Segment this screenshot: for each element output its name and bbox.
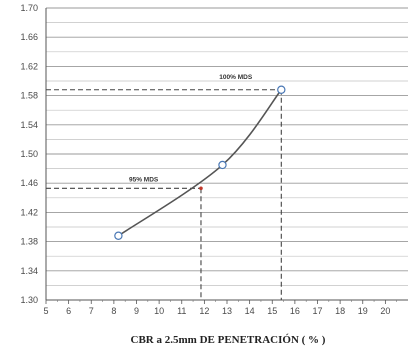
y-tick-label: 1.50 xyxy=(20,149,38,159)
annotation-100-mds: 100% MDS xyxy=(219,74,253,81)
x-tick-label: 6 xyxy=(66,306,71,316)
series-curve xyxy=(117,89,282,237)
y-tick-label: 1.38 xyxy=(20,237,38,247)
x-tick-label: 5 xyxy=(43,306,48,316)
y-tick-label: 1.66 xyxy=(20,32,38,42)
x-tick-label: 10 xyxy=(154,306,164,316)
y-tick-label: 1.42 xyxy=(20,207,38,217)
x-tick-label: 17 xyxy=(312,306,322,316)
reference-lines xyxy=(46,89,282,300)
gridlines xyxy=(46,7,408,301)
data-point xyxy=(218,160,227,170)
x-tick-label: 9 xyxy=(134,306,139,316)
y-tick-label: 1.34 xyxy=(20,266,38,276)
x-tick-labels: 5 6 7 8 9 10 11 12 13 14 15 16 17 18 19 20 xyxy=(43,300,397,316)
y-tick-label: 1.30 xyxy=(20,295,38,305)
x-tick-label: 8 xyxy=(111,306,116,316)
x-axis-label: CBR a 2.5mm DE PENETRACIÓN ( % ) xyxy=(131,334,326,346)
y-tick-label: 1.46 xyxy=(20,178,38,188)
x-tick-label: 19 xyxy=(358,306,368,316)
x-tick-label: 11 xyxy=(177,306,186,316)
y-tick-label: 1.58 xyxy=(20,91,38,101)
y-tick-labels: 1.30 1.34 1.38 1.42 1.46 1.50 1.54 1.58 1.62 1.66… xyxy=(20,3,38,305)
x-tick-label: 12 xyxy=(199,306,209,316)
data-point xyxy=(114,231,123,240)
intersection-marker xyxy=(199,186,203,191)
y-tick-label: 1.62 xyxy=(20,61,38,71)
data-points xyxy=(114,85,286,240)
x-tick-label: 13 xyxy=(222,306,232,316)
y-tick-label: 1.70 xyxy=(20,3,38,13)
x-tick-label: 18 xyxy=(335,306,345,316)
x-tick-label: 7 xyxy=(89,306,94,316)
x-tick-label: 20 xyxy=(380,306,390,316)
x-tick-label: 16 xyxy=(290,306,300,316)
annotation-95-mds: 95% MDS xyxy=(129,176,159,183)
x-tick-label: 15 xyxy=(267,306,277,316)
data-point xyxy=(277,85,286,94)
y-tick-label: 1.54 xyxy=(20,120,38,130)
x-tick-label: 14 xyxy=(245,306,255,316)
